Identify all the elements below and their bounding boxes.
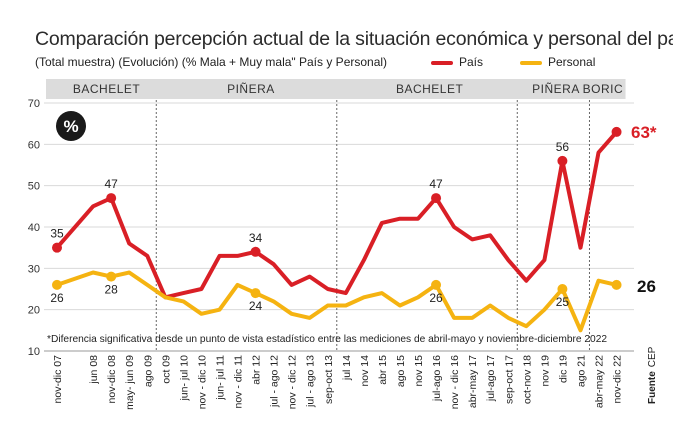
x-tick-label: jul - ago 12 (269, 355, 281, 408)
x-tick-label: sep-oct 17 (503, 355, 515, 404)
y-tick-label: 50 (28, 181, 40, 193)
x-tick-label: jun- jul 11 (214, 355, 226, 401)
data-point (431, 193, 442, 204)
y-tick-label: 40 (28, 222, 40, 234)
data-markers (52, 126, 622, 299)
legend-swatch-personal (520, 60, 542, 65)
end-label-pais: 63* (631, 123, 657, 142)
data-label: 35 (50, 227, 64, 241)
x-tick-label: nov-dic 07 (52, 355, 64, 404)
period-label: BACHELET (73, 82, 141, 96)
data-label: 28 (104, 283, 118, 297)
chart-title: Comparación percepción actual de la situ… (35, 28, 673, 50)
x-tick-label: may- jun 09 (124, 355, 136, 410)
legend-swatch-pais (431, 60, 453, 65)
x-tick-label: jun- jul 10 (178, 355, 190, 402)
period-label: PIÑERA (532, 82, 580, 96)
data-label: 56 (556, 140, 570, 154)
y-tick-label: 70 (28, 98, 40, 110)
source-value: CEP (647, 346, 658, 368)
x-tick-label: nov - dic 16 (449, 355, 461, 409)
x-tick-label: abr 12 (251, 355, 263, 385)
period-label: BORIC (583, 82, 624, 96)
x-tick-label: nov - dic 10 (196, 355, 208, 409)
x-tick-label: abr-may 22 (594, 355, 606, 408)
legend-item-personal: Personal (520, 55, 595, 69)
data-labels: 35 47 34 47 56 26 28 24 26 25 63* 26 (50, 123, 657, 313)
x-tick-label: ago 21 (575, 355, 587, 387)
y-axis-ticks: 10 20 30 40 50 60 70 (28, 98, 40, 358)
x-tick-label: nov - dic 12 (287, 355, 299, 409)
legend-label-personal: Personal (548, 55, 596, 69)
end-point-pais (611, 126, 622, 137)
period-bar (515, 79, 597, 99)
data-label: 47 (429, 177, 443, 191)
footnote: *Diferencia significativa desde un punto… (47, 334, 607, 345)
x-tick-label: abr 15 (377, 355, 389, 385)
x-tick-label: nov 15 (413, 355, 425, 387)
series-lines (55, 129, 619, 333)
x-tick-label: ago 15 (395, 355, 407, 387)
period-label: PIÑERA (227, 82, 275, 96)
period-bar (334, 79, 525, 99)
percent-badge: % (56, 111, 86, 141)
period-bar (154, 79, 348, 99)
period-bar (580, 79, 626, 99)
x-tick-label: sep-oct 13 (323, 355, 335, 404)
data-point (431, 279, 442, 290)
percent-badge-circle (56, 111, 86, 141)
y-tick-label: 30 (28, 263, 40, 275)
y-tick-label: 60 (28, 139, 40, 151)
period-bar (46, 79, 168, 99)
x-tick-label: jul-ago 17 (485, 355, 497, 402)
x-tick-label: ago 09 (142, 355, 154, 387)
x-tick-label: nov-dic 22 (612, 355, 624, 404)
y-tick-label: 20 (28, 305, 40, 317)
x-tick-label: nov 19 (539, 355, 551, 387)
source-credit: Fuente CEP (647, 347, 658, 404)
data-point (52, 279, 62, 290)
period-bars: BACHELET PIÑERA BACHELET PIÑERA BORIC (46, 79, 626, 99)
x-tick-label: nov-dic 08 (106, 355, 118, 404)
data-point (250, 288, 261, 299)
data-label: 26 (50, 291, 64, 305)
chart-subtitle: (Total muestra) (Evolución) (% Mala + Mu… (35, 55, 388, 69)
data-label: 47 (104, 177, 118, 191)
data-label: 24 (249, 299, 263, 313)
legend-item-pais: País (431, 55, 483, 69)
x-axis-ticks: nov-dic 07 jun 08 nov-dic 08 may- jun 09 ago… (52, 355, 624, 410)
data-point (106, 271, 117, 282)
x-tick-label: jun 08 (88, 355, 100, 385)
x-tick-label: dic 19 (557, 355, 569, 383)
data-point (52, 242, 62, 253)
data-label: 25 (556, 295, 570, 309)
end-label-personal: 26 (637, 277, 656, 296)
data-point (106, 193, 117, 204)
data-label: 26 (429, 291, 443, 305)
data-point (557, 284, 568, 294)
x-tick-label: nov 14 (359, 355, 371, 387)
percent-badge-text: % (63, 117, 78, 136)
data-label: 34 (249, 231, 263, 245)
x-tick-label: abr-may 17 (467, 355, 479, 408)
data-point (250, 246, 261, 257)
x-tick-label: oct 09 (160, 355, 172, 384)
x-tick-label: nov - dic 11 (233, 355, 245, 409)
period-label: BACHELET (396, 82, 464, 96)
x-tick-label: jul - ago 13 (305, 355, 317, 408)
grid-lines (44, 102, 634, 352)
period-dividers (155, 100, 590, 351)
y-tick-label: 10 (28, 346, 40, 358)
data-point (557, 155, 568, 166)
series-line-personal (55, 270, 619, 333)
legend-label-pais: País (459, 55, 484, 69)
x-tick-label: oct-nov 18 (521, 355, 533, 404)
end-point-personal (611, 279, 622, 290)
source-label: Fuente (647, 371, 658, 404)
x-tick-label: jul 14 (341, 355, 353, 381)
x-tick-label: jul-ago 16 (431, 355, 443, 402)
